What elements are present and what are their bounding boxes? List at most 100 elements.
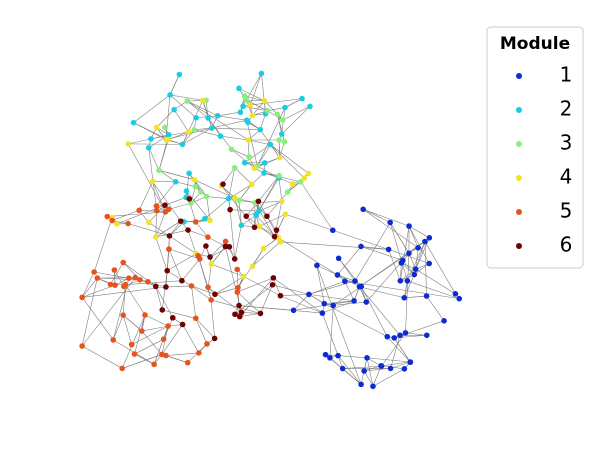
node: [282, 104, 288, 111]
node: [203, 193, 210, 200]
node: [339, 365, 346, 372]
edge: [316, 265, 338, 276]
edge: [204, 198, 229, 219]
edge: [138, 181, 153, 211]
edge: [408, 253, 416, 270]
node: [91, 269, 97, 275]
node: [261, 170, 267, 176]
node: [387, 365, 394, 372]
edge: [139, 279, 167, 288]
edge: [211, 127, 261, 130]
node: [249, 263, 256, 270]
edge: [250, 73, 262, 106]
node: [199, 97, 206, 104]
node: [238, 222, 245, 229]
edge: [281, 106, 311, 135]
node: [142, 312, 148, 318]
node: [137, 276, 143, 283]
node: [277, 292, 284, 299]
edge: [182, 129, 195, 145]
edge: [187, 100, 209, 119]
node: [176, 71, 183, 78]
node: [153, 207, 160, 214]
edge: [248, 139, 271, 145]
edge: [344, 281, 355, 301]
edge: [181, 258, 201, 281]
edge: [280, 241, 389, 250]
edge: [125, 280, 182, 286]
edge: [387, 336, 411, 363]
edge: [81, 277, 136, 347]
node: [214, 112, 221, 119]
node: [222, 238, 229, 245]
edge: [148, 204, 166, 223]
edge: [191, 285, 197, 319]
node: [211, 335, 218, 342]
edge: [207, 236, 226, 247]
node: [276, 154, 283, 161]
edge: [231, 149, 250, 158]
node: [423, 332, 430, 339]
node: [152, 234, 159, 240]
edge: [273, 277, 323, 314]
edge: [280, 294, 309, 297]
legend-label: 1: [560, 63, 573, 87]
edge: [211, 119, 247, 129]
edge: [228, 167, 236, 199]
legend-label: 5: [560, 199, 573, 223]
edge: [169, 94, 203, 101]
node: [196, 256, 203, 262]
node: [120, 259, 127, 266]
edge: [258, 201, 268, 217]
node: [247, 102, 254, 108]
node: [342, 278, 348, 285]
node: [400, 257, 406, 264]
edge: [194, 179, 207, 197]
node: [228, 146, 235, 153]
node: [256, 208, 262, 214]
edge: [194, 127, 212, 131]
edge: [363, 209, 391, 223]
legend-frame: [486, 26, 584, 269]
node: [330, 227, 336, 234]
node: [267, 141, 274, 148]
node: [256, 223, 263, 230]
edge: [372, 365, 382, 387]
node: [231, 256, 238, 262]
node: [208, 297, 214, 303]
edge: [308, 294, 355, 302]
edge: [169, 94, 197, 118]
edge: [278, 237, 338, 276]
node: [212, 291, 218, 298]
edge: [278, 177, 283, 202]
node: [225, 195, 232, 202]
node: [165, 206, 172, 213]
edge: [270, 144, 305, 179]
edge: [415, 241, 426, 270]
legend-marker: [516, 141, 522, 147]
node: [330, 302, 337, 309]
node: [356, 283, 363, 290]
node: [270, 275, 277, 281]
node: [192, 219, 199, 225]
node: [136, 207, 142, 214]
edge: [81, 277, 98, 298]
node: [145, 144, 152, 151]
edge: [134, 314, 146, 355]
edge: [97, 277, 140, 281]
node: [397, 332, 403, 339]
node: [222, 243, 229, 250]
edge: [187, 100, 218, 117]
edge: [316, 265, 362, 385]
edge: [266, 216, 279, 238]
edge: [228, 183, 252, 199]
node: [111, 267, 118, 273]
edge: [187, 229, 197, 254]
node: [404, 278, 411, 284]
edge: [284, 98, 303, 108]
node: [278, 131, 285, 137]
edge: [122, 284, 126, 316]
edge: [293, 294, 310, 311]
edge: [266, 216, 277, 231]
node: [205, 115, 211, 121]
